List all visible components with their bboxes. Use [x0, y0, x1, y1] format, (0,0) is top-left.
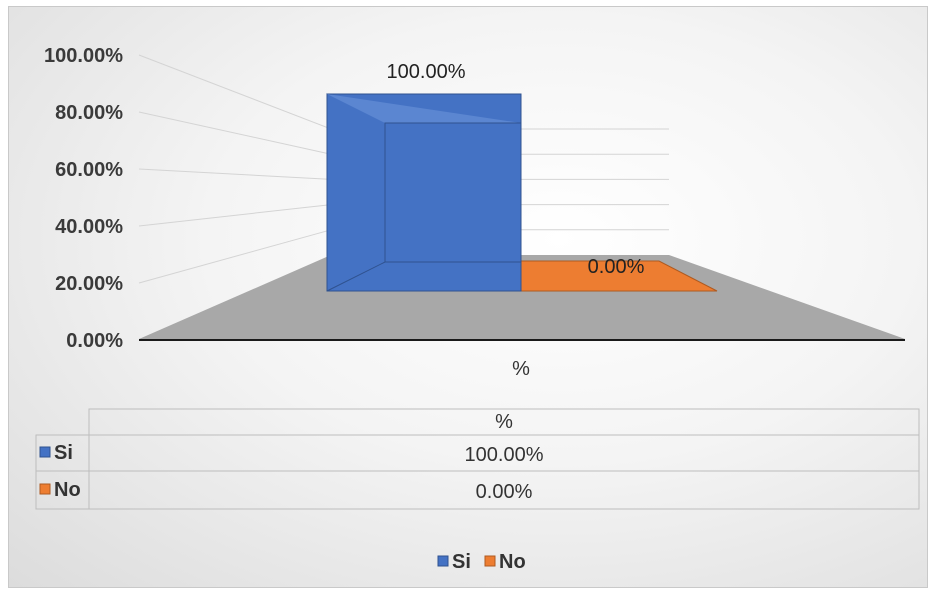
table-header: % — [495, 411, 513, 433]
bar-si-edge — [384, 122, 521, 262]
data-table: % Si 100.00% No 0.00% — [35, 408, 920, 510]
y-axis-ticks: 0.00% 20.00% 40.00% 60.00% 80.00% 100.00% — [44, 45, 123, 352]
y-tick-label: 100.00% — [44, 45, 123, 67]
gridline — [138, 54, 332, 130]
legend-label-no: No — [499, 551, 526, 573]
data-label-si: 100.00% — [387, 61, 466, 83]
gridline — [138, 204, 332, 227]
gridline — [138, 111, 332, 155]
table-cell-no: 0.00% — [476, 481, 533, 503]
bar-si-front — [326, 93, 522, 292]
y-tick-label: 20.00% — [55, 273, 123, 295]
table-row-label-si: Si — [54, 442, 73, 464]
chart-svg: 0.00% 20.00% 40.00% 60.00% 80.00% 100.00% 100… — [35, 45, 920, 573]
table-row-label-no: No — [54, 479, 81, 501]
table-swatch-no — [39, 483, 51, 495]
category-label: % — [512, 358, 530, 380]
table-swatch-si — [39, 446, 51, 458]
gridline — [138, 229, 332, 284]
bar-si-top — [327, 94, 521, 123]
y-tick-label: 0.00% — [66, 330, 123, 352]
gridline — [138, 168, 332, 180]
bar-si-edge — [326, 261, 521, 292]
bar-si — [326, 93, 522, 292]
y-tick-label: 40.00% — [55, 216, 123, 238]
data-label-no: 0.00% — [588, 256, 645, 278]
table-cell-si: 100.00% — [465, 444, 544, 466]
y-tick-label: 80.00% — [55, 102, 123, 124]
legend-swatch-no — [484, 555, 496, 567]
legend: Si No — [437, 551, 526, 573]
legend-swatch-si — [437, 555, 449, 567]
legend-label-si: Si — [452, 551, 471, 573]
chart-frame: 0.00% 20.00% 40.00% 60.00% 80.00% 100.00% 100… — [8, 6, 928, 588]
y-tick-label: 60.00% — [55, 159, 123, 181]
